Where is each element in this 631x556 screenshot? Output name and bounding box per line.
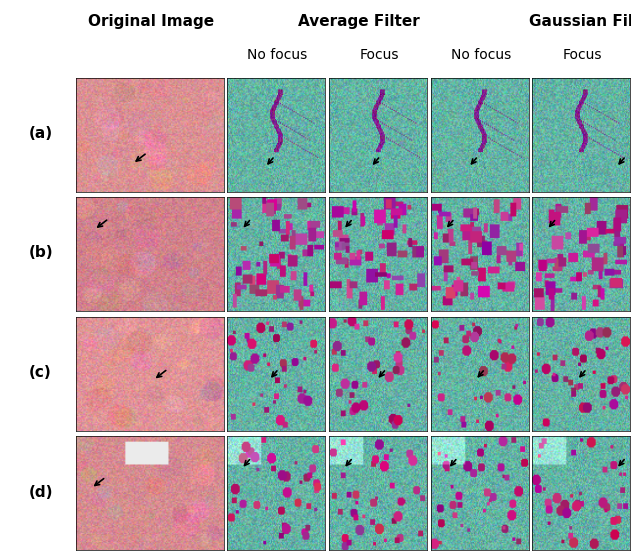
Text: (c): (c) xyxy=(28,365,51,380)
Text: Average Filter: Average Filter xyxy=(298,14,420,29)
Text: Focus: Focus xyxy=(359,48,399,62)
Text: No focus: No focus xyxy=(451,48,510,62)
Text: (b): (b) xyxy=(28,246,53,260)
Text: Original Image: Original Image xyxy=(88,14,214,29)
Text: Focus: Focus xyxy=(563,48,602,62)
Text: (a): (a) xyxy=(28,126,52,141)
Text: No focus: No focus xyxy=(247,48,307,62)
Text: Gaussian Filter: Gaussian Filter xyxy=(529,14,631,29)
Text: (d): (d) xyxy=(28,485,53,499)
